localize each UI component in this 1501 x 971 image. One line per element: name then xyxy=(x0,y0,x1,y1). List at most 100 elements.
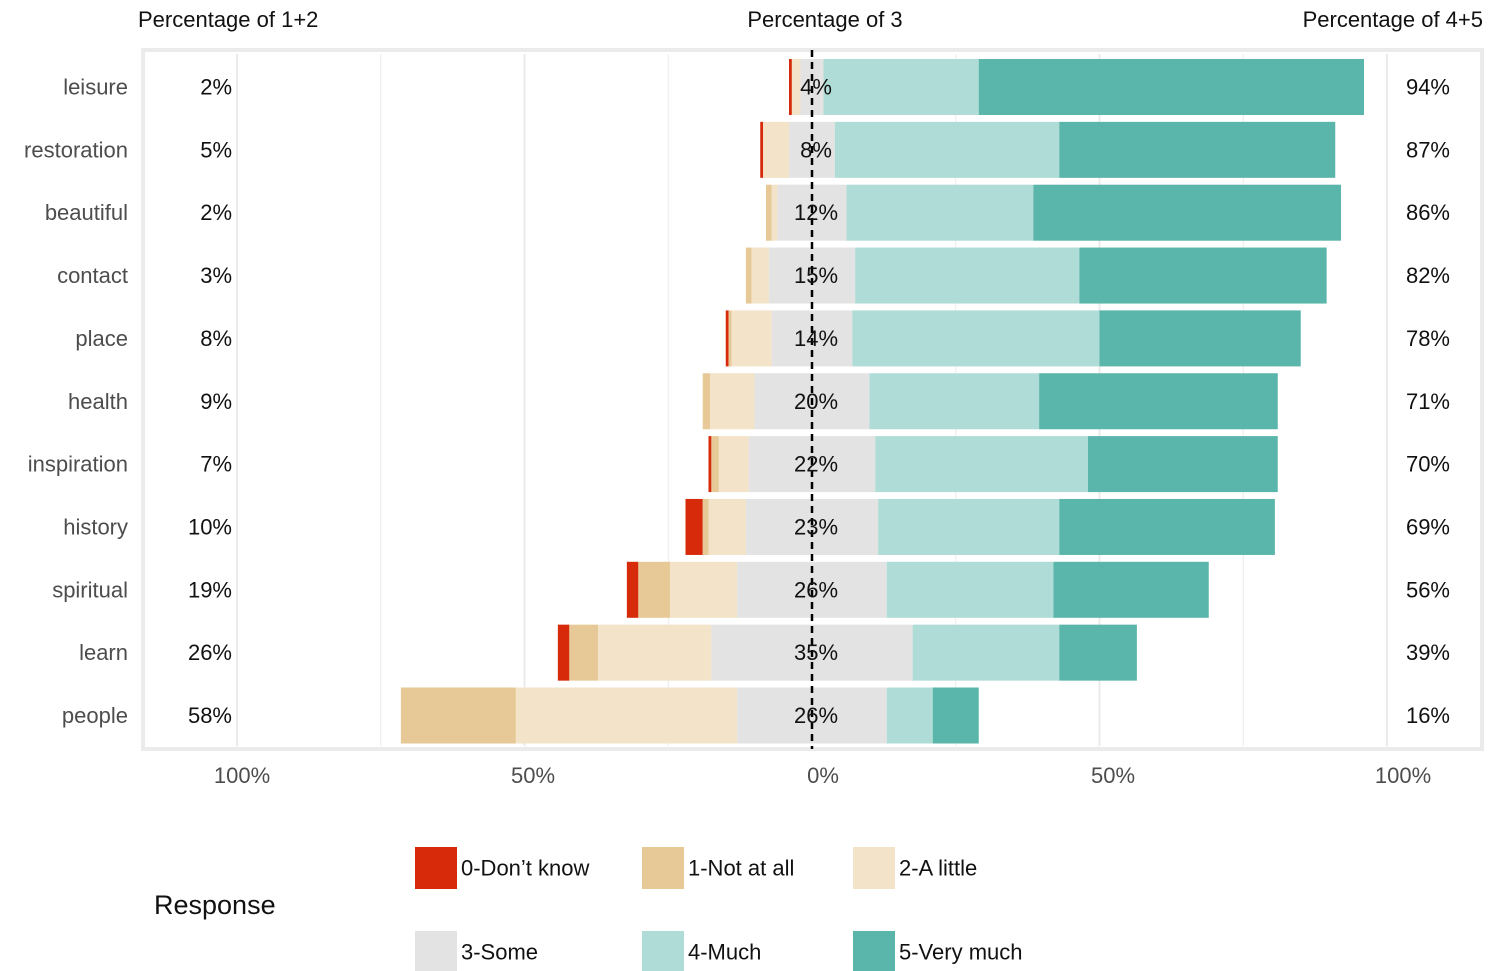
right-percentage-label: 82% xyxy=(1406,263,1450,288)
center-percentage-label: 20% xyxy=(794,389,838,414)
legend-label: 3-Some xyxy=(461,940,538,965)
header-left: Percentage of 1+2 xyxy=(138,7,318,32)
legend-swatch-3-some xyxy=(415,931,457,971)
bar-learn-5-very-much xyxy=(1059,624,1137,681)
bar-restoration-5-very-much xyxy=(1059,121,1336,178)
bar-leisure-0-don-t-know xyxy=(789,59,792,115)
category-label: spiritual xyxy=(52,577,128,602)
bar-place-2-a-little xyxy=(731,310,772,367)
center-percentage-label: 26% xyxy=(794,577,838,602)
bar-beautiful-5-very-much xyxy=(1033,184,1342,241)
category-label: beautiful xyxy=(45,200,128,225)
bar-history-0-don-t-know xyxy=(685,498,703,555)
left-percentage-label: 8% xyxy=(200,326,232,351)
legend-swatch-1-not-at-all xyxy=(642,847,684,889)
category-label: leisure xyxy=(63,75,128,100)
center-percentage-label: 8% xyxy=(800,137,832,162)
bar-place-1-not-at-all xyxy=(728,310,732,367)
left-percentage-label: 7% xyxy=(200,452,232,477)
legend-label: 2-A little xyxy=(899,856,977,881)
x-tick-label: 50% xyxy=(511,763,555,788)
bar-people-5-very-much xyxy=(932,687,979,744)
left-percentage-label: 3% xyxy=(200,263,232,288)
right-percentage-label: 86% xyxy=(1406,200,1450,225)
left-percentage-label: 10% xyxy=(188,514,232,539)
bar-people-4-much xyxy=(886,687,933,744)
bar-learn-4-much xyxy=(912,624,1060,681)
center-percentage-label: 14% xyxy=(794,326,838,351)
bar-spiritual-2-a-little xyxy=(669,561,738,618)
category-label: restoration xyxy=(24,137,128,162)
center-percentage-label: 23% xyxy=(794,514,838,539)
bar-people-2-a-little xyxy=(515,687,738,744)
bar-place-5-very-much xyxy=(1099,310,1301,367)
left-percentage-label: 9% xyxy=(200,389,232,414)
legend-swatch-5-very-much xyxy=(853,931,895,971)
category-label: place xyxy=(75,326,128,351)
center-percentage-label: 22% xyxy=(794,452,838,477)
header-right: Percentage of 4+5 xyxy=(1303,7,1483,32)
bar-health-1-not-at-all xyxy=(702,373,711,430)
bar-beautiful-4-much xyxy=(846,184,1034,241)
right-percentage-label: 70% xyxy=(1406,452,1450,477)
bar-history-2-a-little xyxy=(708,498,746,555)
bar-place-4-much xyxy=(852,310,1100,367)
bar-inspiration-1-not-at-all xyxy=(711,436,719,493)
bar-restoration-0-don-t-know xyxy=(760,121,764,178)
bar-learn-2-a-little xyxy=(598,624,712,681)
left-percentage-label: 58% xyxy=(188,703,232,728)
header-center: Percentage of 3 xyxy=(747,7,902,32)
bar-inspiration-4-much xyxy=(875,436,1088,493)
bar-history-5-very-much xyxy=(1059,498,1275,555)
category-label: history xyxy=(63,514,128,539)
x-tick-label: 100% xyxy=(1375,763,1431,788)
bar-spiritual-0-don-t-know xyxy=(626,561,639,618)
bar-inspiration-2-a-little xyxy=(718,436,749,493)
bar-contact-4-much xyxy=(855,247,1080,304)
x-tick-label: 100% xyxy=(214,763,270,788)
category-label: contact xyxy=(57,263,128,288)
left-percentage-label: 26% xyxy=(188,640,232,665)
center-percentage-label: 26% xyxy=(794,703,838,728)
bar-leisure-5-very-much xyxy=(978,59,1364,115)
left-percentage-label: 2% xyxy=(200,75,232,100)
bar-health-5-very-much xyxy=(1039,373,1278,430)
category-label: people xyxy=(62,703,128,728)
bar-leisure-4-much xyxy=(823,59,979,115)
legend-swatch-2-a-little xyxy=(853,847,895,889)
category-label: health xyxy=(68,389,128,414)
right-percentage-label: 71% xyxy=(1406,389,1450,414)
center-percentage-label: 12% xyxy=(794,200,838,225)
bar-beautiful-2-a-little xyxy=(771,184,778,241)
right-percentage-label: 56% xyxy=(1406,577,1450,602)
bar-restoration-4-much xyxy=(835,121,1060,178)
category-label: inspiration xyxy=(28,452,128,477)
right-percentage-label: 87% xyxy=(1406,137,1450,162)
bar-health-4-much xyxy=(869,373,1040,430)
bar-spiritual-5-very-much xyxy=(1053,561,1209,618)
bar-leisure-2-a-little xyxy=(791,59,801,115)
legend-title: Response xyxy=(154,890,276,920)
x-tick-label: 50% xyxy=(1091,763,1135,788)
bar-contact-5-very-much xyxy=(1079,247,1327,304)
category-label: learn xyxy=(79,640,128,665)
x-tick-label: 0% xyxy=(807,763,839,788)
left-percentage-label: 2% xyxy=(200,200,232,225)
bar-inspiration-5-very-much xyxy=(1088,436,1278,493)
bar-learn-1-not-at-all xyxy=(569,624,599,681)
legend: Response 0-Don’t know 1-Not at all 2-A lit… xyxy=(154,847,1023,971)
bar-contact-2-a-little xyxy=(751,247,769,304)
bar-people-1-not-at-all xyxy=(400,687,516,744)
right-percentage-label: 94% xyxy=(1406,75,1450,100)
legend-label: 0-Don’t know xyxy=(461,856,590,881)
legend-label: 1-Not at all xyxy=(688,856,794,881)
bar-place-0-don-t-know xyxy=(725,310,729,367)
bar-history-1-not-at-all xyxy=(702,498,709,555)
labels: leisure 2% 4% 94% restoration 5% 8% 87% beautifu… xyxy=(24,75,1450,729)
legend-label: 4-Much xyxy=(688,940,761,965)
right-percentage-label: 16% xyxy=(1406,703,1450,728)
bar-spiritual-4-much xyxy=(886,561,1054,618)
right-percentage-label: 69% xyxy=(1406,514,1450,539)
bar-restoration-2-a-little xyxy=(763,121,790,178)
